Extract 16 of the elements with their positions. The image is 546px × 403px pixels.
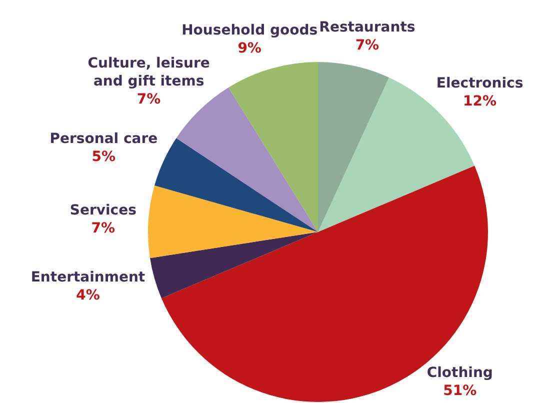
data-label: 7% [355,37,380,54]
slice-label: Entertainment [30,269,146,286]
data-label: 12% [463,93,497,110]
slice-label: Restaurants [319,19,416,36]
slice-label: Culture, leisure and gift items [88,56,210,90]
data-label: 4% [76,287,100,304]
data-label: 9% [238,40,262,56]
slice-label: Clothing [426,364,493,381]
slice-label: Services [70,202,136,218]
data-label: 7% [136,92,161,108]
slice-label: Electronics [436,75,524,92]
data-label: 51% [443,382,477,399]
slice-label: Personal care [50,131,158,148]
slice-label: Household goods [182,22,318,38]
data-label: 7% [91,220,116,236]
data-label: 5% [92,149,116,166]
